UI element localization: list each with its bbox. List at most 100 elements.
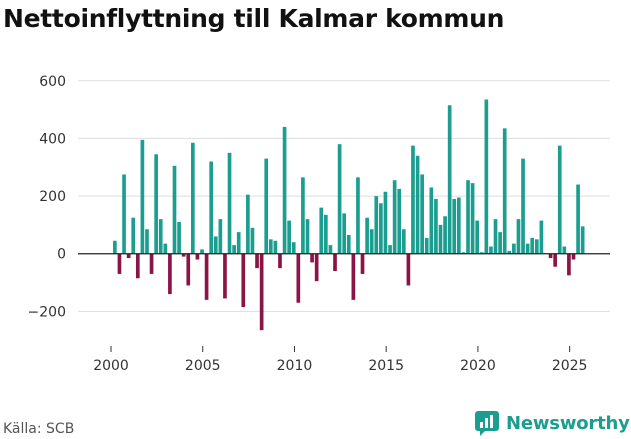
- bars: [113, 99, 585, 331]
- bar: [447, 105, 452, 254]
- bar: [401, 229, 406, 254]
- bar: [452, 198, 457, 254]
- bar: [227, 152, 232, 254]
- bar: [388, 245, 392, 254]
- bar: [301, 177, 305, 254]
- bar: [232, 245, 236, 254]
- x-axis-ticks: 2000 2005 2010 2015 2020 2025: [93, 346, 587, 374]
- bar: [356, 177, 360, 254]
- bar: [516, 219, 521, 254]
- source-label: Källa: SCB: [3, 421, 75, 437]
- bar: [580, 226, 585, 254]
- y-axis-ticks: 600 400 200 0 −200: [28, 74, 66, 321]
- y-tick-label: 600: [39, 74, 66, 90]
- bar: [415, 155, 420, 254]
- brand[interactable]: Newsworthy: [474, 409, 630, 437]
- bar: [562, 246, 567, 254]
- bar: [324, 214, 328, 254]
- bar: [351, 253, 356, 300]
- bar: [392, 180, 397, 254]
- bar: [576, 184, 580, 254]
- bar: [379, 203, 383, 254]
- bar: [443, 216, 447, 254]
- bar: [191, 142, 195, 254]
- x-tick-label: 2005: [185, 358, 221, 374]
- bar: [204, 253, 209, 300]
- bar: [113, 240, 117, 254]
- bar: [438, 224, 443, 254]
- bar: [434, 198, 438, 254]
- bar: [163, 243, 168, 254]
- bar: [369, 229, 374, 254]
- bar: [181, 253, 186, 257]
- bar: [177, 222, 181, 254]
- bar: [236, 232, 241, 254]
- bar: [172, 165, 177, 254]
- bar: [429, 187, 434, 254]
- bar: [154, 154, 158, 254]
- bar: [122, 174, 126, 254]
- bar: [305, 219, 310, 254]
- bar: [287, 220, 291, 254]
- bar: [140, 139, 145, 254]
- bar: [383, 191, 388, 254]
- bar: [489, 246, 493, 254]
- bar: [195, 253, 200, 260]
- bar: [209, 161, 214, 254]
- bar: [406, 253, 411, 286]
- bar: [424, 237, 429, 254]
- bar: [273, 240, 278, 254]
- x-tick-label: 2020: [460, 358, 496, 374]
- y-tick-label: 400: [39, 131, 66, 147]
- bar: [548, 253, 553, 259]
- bar: [342, 213, 347, 254]
- bar: [314, 253, 319, 282]
- bar: [268, 239, 273, 254]
- bar: [246, 194, 250, 254]
- bar: [223, 253, 227, 299]
- bar: [282, 126, 287, 254]
- bar: [135, 253, 140, 279]
- bar: [264, 158, 269, 254]
- bar: [319, 207, 324, 254]
- bar: [479, 252, 484, 254]
- brand-name: Newsworthy: [506, 412, 630, 434]
- bar: [484, 99, 489, 254]
- y-tick-label: 200: [39, 189, 66, 205]
- bar: [213, 236, 218, 254]
- bar: [250, 227, 255, 254]
- bar: [512, 243, 516, 254]
- bar: [470, 183, 475, 254]
- bar: [553, 253, 557, 267]
- bar: [310, 253, 314, 263]
- bar: [420, 174, 424, 254]
- bar: [126, 253, 131, 259]
- bar: [337, 144, 342, 254]
- bar: [374, 196, 379, 254]
- bar: [530, 237, 535, 254]
- bar: [131, 217, 136, 254]
- bar: [521, 158, 525, 254]
- bar: [567, 253, 571, 276]
- bar: [200, 249, 204, 254]
- bar: [296, 253, 301, 303]
- bar: [365, 217, 369, 254]
- bar: [475, 220, 480, 254]
- bar: [461, 252, 466, 254]
- bar: [411, 145, 415, 254]
- y-tick-label: −200: [28, 304, 66, 320]
- bar: [457, 197, 461, 254]
- bar: [493, 219, 498, 254]
- bar: [534, 239, 539, 254]
- bar: [117, 253, 122, 274]
- bar: [539, 220, 544, 254]
- bar: [218, 219, 223, 254]
- bar: [186, 253, 191, 286]
- chart-title: Nettoinflyttning till Kalmar kommun: [3, 4, 505, 33]
- bar: [291, 242, 296, 254]
- bar: [149, 253, 154, 274]
- bar: [525, 243, 530, 254]
- bar: [502, 128, 507, 254]
- x-tick-label: 2010: [277, 358, 313, 374]
- bar: [259, 253, 264, 331]
